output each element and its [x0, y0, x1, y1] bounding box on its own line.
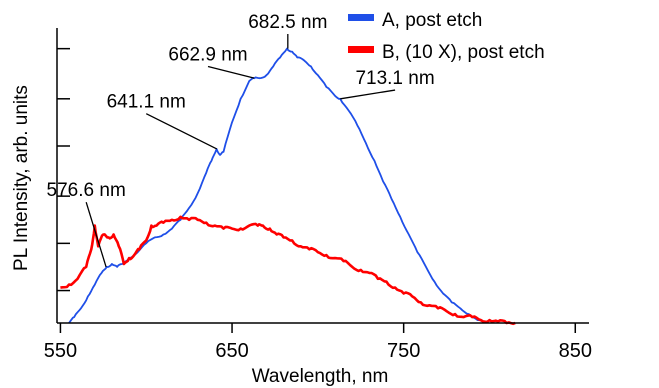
annotation-leader-2 [207, 65, 255, 79]
series-line-a [68, 47, 485, 324]
x-ticks: 550 650 750 850 [44, 323, 592, 362]
annotation-4: 713.1 nm [340, 68, 435, 100]
annotation-leader-4 [340, 89, 396, 100]
x-tick-label-550: 550 [44, 340, 77, 362]
annotation-label-2: 662.9 nm [168, 44, 247, 65]
legend-label-a: A, post etch [382, 10, 482, 31]
y-axis-title: PL Intensity, arb. units [11, 85, 32, 271]
annotation-3: 682.5 nm [248, 12, 327, 49]
annotation-label-3: 682.5 nm [248, 12, 327, 33]
annotation-0: 576.6 nm [47, 180, 126, 268]
annotation-leader-0 [85, 201, 107, 268]
axes: 550 650 750 850 [44, 28, 592, 362]
legend-item-b: B, (10 X), post etch [348, 42, 545, 63]
x-axis-title: Wavelength, nm [252, 366, 389, 387]
annotation-1: 641.1 nm [107, 92, 218, 150]
annotation-leader-1 [145, 113, 218, 150]
x-tick-label-650: 650 [215, 340, 248, 362]
legend-swatch-b [348, 46, 374, 53]
plot-area [60, 47, 516, 326]
legend-swatch-a [348, 14, 374, 21]
x-tick-label-850: 850 [559, 340, 592, 362]
legend-item-a: A, post etch [348, 10, 482, 31]
x-tick-label-750: 750 [387, 340, 420, 362]
annotation-label-1: 641.1 nm [107, 92, 186, 113]
annotation-2: 662.9 nm [168, 44, 255, 79]
legend-label-b: B, (10 X), post etch [382, 42, 545, 63]
annotation-label-0: 576.6 nm [47, 180, 126, 201]
y-ticks [57, 47, 70, 292]
annotation-label-4: 713.1 nm [355, 68, 434, 89]
series-line-b [60, 215, 516, 326]
legend: A, post etch B, (10 X), post etch [348, 10, 545, 63]
